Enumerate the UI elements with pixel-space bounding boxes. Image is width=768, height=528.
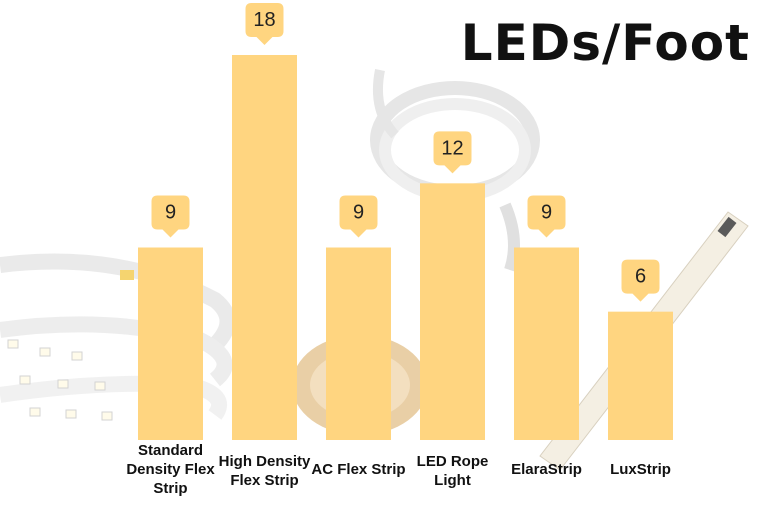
data-label-4: 12 (441, 137, 463, 159)
data-label-3: 9 (353, 202, 364, 224)
bar-5 (514, 247, 579, 440)
data-label-1: 9 (165, 202, 176, 224)
data-label-box-5 (527, 195, 566, 238)
data-label-6: 6 (635, 266, 646, 288)
category-label-6: LuxStrip (610, 461, 671, 478)
data-label-2: 18 (253, 9, 275, 31)
data-label-box-6 (621, 259, 660, 302)
bars-layer (138, 55, 673, 441)
data-label-box-4 (433, 131, 472, 174)
data-label-box-3 (339, 195, 378, 238)
bar-2 (232, 55, 297, 440)
chart-title: LEDs/Foot (460, 14, 750, 72)
data-labels-layer: 9 18 9 12 9 6 (151, 3, 660, 302)
data-label-box-2 (245, 3, 284, 45)
bar-6 (608, 311, 673, 440)
category-label-1: Standard Density Flex Strip (126, 442, 215, 497)
data-label-box-1 (151, 195, 190, 238)
category-label-4: LED Rope Light (417, 453, 489, 489)
category-label-5: ElaraStrip (511, 461, 582, 478)
bar-3 (326, 247, 391, 440)
category-label-2: High Density Flex Strip (219, 453, 311, 489)
category-label-3: AC Flex Strip (311, 461, 405, 478)
bar-1 (138, 247, 203, 440)
data-label-5: 9 (541, 202, 552, 224)
bar-4 (420, 183, 485, 441)
